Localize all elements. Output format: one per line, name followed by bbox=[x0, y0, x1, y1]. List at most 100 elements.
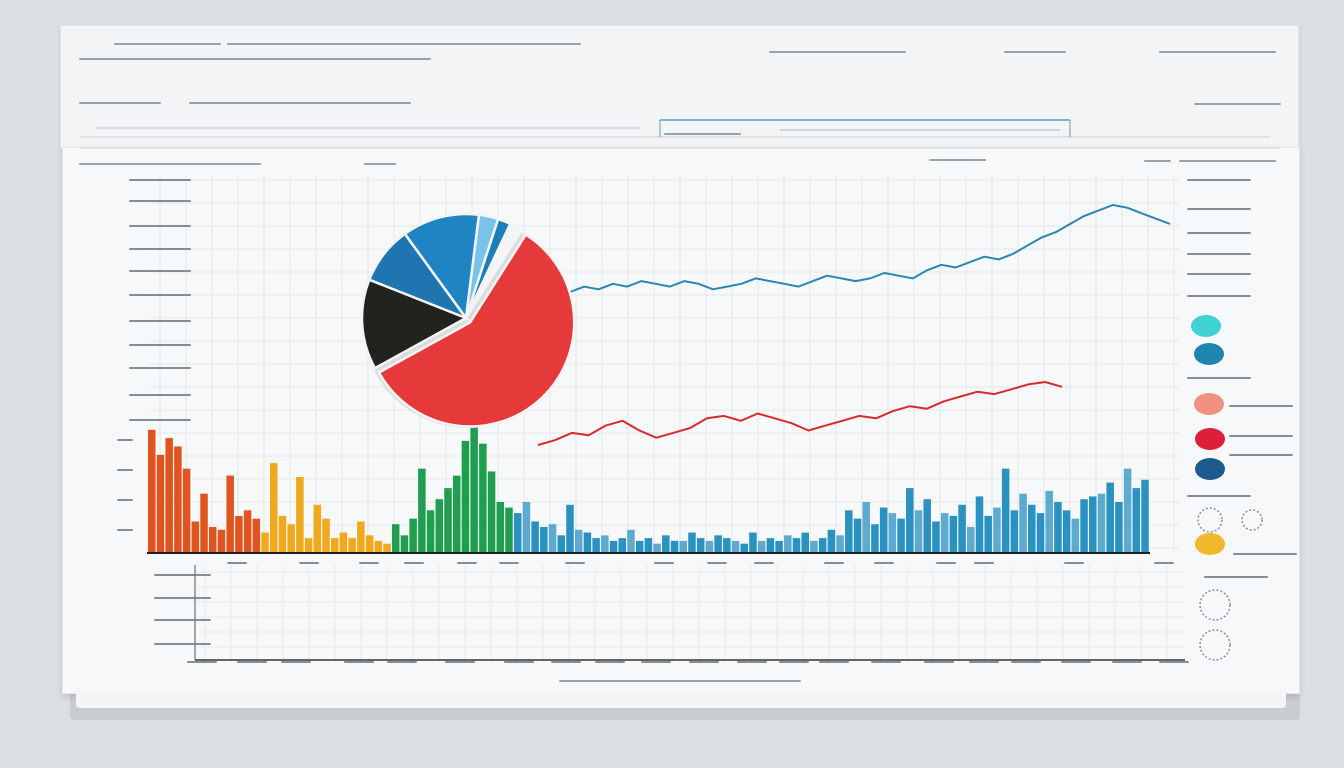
bar bbox=[400, 535, 409, 552]
bar bbox=[609, 540, 618, 552]
bar bbox=[505, 507, 513, 552]
bar bbox=[522, 502, 531, 552]
red-line-series bbox=[537, 381, 1063, 446]
legend-decoration bbox=[1199, 629, 1231, 661]
bar bbox=[540, 527, 548, 552]
bar bbox=[757, 540, 766, 552]
bar bbox=[1062, 510, 1071, 552]
bar bbox=[635, 540, 644, 552]
bar bbox=[409, 518, 417, 552]
bar bbox=[182, 468, 191, 552]
bar bbox=[906, 488, 914, 552]
bar bbox=[731, 540, 740, 552]
bar bbox=[740, 543, 748, 552]
bar bbox=[853, 518, 862, 552]
bar bbox=[304, 538, 313, 552]
bar bbox=[226, 475, 234, 552]
bar bbox=[984, 515, 992, 552]
legend-swatch bbox=[1195, 458, 1225, 480]
bar bbox=[862, 502, 870, 552]
bar bbox=[269, 463, 278, 552]
bar bbox=[548, 524, 557, 552]
bar bbox=[348, 538, 356, 552]
bar bbox=[531, 521, 539, 552]
bar bbox=[879, 507, 888, 552]
bar-series bbox=[148, 427, 1149, 552]
bar bbox=[940, 513, 949, 552]
bar bbox=[557, 535, 566, 552]
bar bbox=[470, 427, 478, 552]
bar bbox=[339, 532, 348, 552]
bar bbox=[1106, 482, 1114, 552]
bar bbox=[278, 515, 287, 552]
bar bbox=[1028, 504, 1036, 552]
bar bbox=[801, 532, 809, 552]
bottom-tick-marks bbox=[187, 562, 1189, 663]
bar bbox=[418, 468, 426, 552]
bar bbox=[670, 540, 679, 552]
legend-swatch bbox=[1194, 393, 1224, 415]
bar bbox=[513, 513, 522, 552]
bar bbox=[426, 510, 435, 552]
bar bbox=[993, 507, 1001, 552]
bar bbox=[775, 540, 783, 552]
bar bbox=[627, 529, 635, 552]
bar bbox=[287, 524, 295, 552]
bar bbox=[1115, 502, 1123, 552]
bar bbox=[1045, 490, 1053, 552]
bar bbox=[313, 504, 322, 552]
legend bbox=[1187, 179, 1297, 661]
bar bbox=[958, 504, 966, 552]
legend-decoration bbox=[1241, 509, 1263, 531]
bar bbox=[662, 535, 670, 552]
bar bbox=[1132, 488, 1141, 552]
bar bbox=[818, 538, 827, 552]
bar bbox=[1054, 502, 1062, 552]
bar bbox=[1123, 468, 1132, 552]
bar bbox=[461, 440, 470, 552]
sheet-roll-edge bbox=[76, 690, 1286, 709]
bar bbox=[688, 532, 696, 552]
bar bbox=[749, 532, 757, 552]
bar bbox=[156, 454, 165, 552]
bar bbox=[914, 510, 923, 552]
bar bbox=[601, 535, 609, 552]
bar bbox=[923, 499, 931, 552]
bar bbox=[174, 446, 182, 552]
bar bbox=[949, 515, 958, 552]
bar bbox=[165, 438, 173, 552]
legend-decoration bbox=[1197, 507, 1223, 533]
bar bbox=[810, 540, 818, 552]
bar bbox=[1097, 493, 1106, 552]
bar bbox=[1001, 468, 1010, 552]
bar bbox=[261, 532, 269, 552]
bar bbox=[932, 521, 940, 552]
bar bbox=[487, 471, 496, 552]
bar bbox=[827, 529, 836, 552]
bar bbox=[967, 527, 975, 552]
bar bbox=[792, 538, 801, 552]
bar bbox=[496, 502, 505, 552]
bar bbox=[208, 527, 217, 552]
bar bbox=[679, 540, 688, 552]
bar bbox=[1036, 513, 1045, 552]
bar bbox=[444, 488, 452, 552]
bar bbox=[871, 524, 879, 552]
bar bbox=[330, 538, 339, 552]
bar bbox=[566, 504, 574, 552]
pie-slice bbox=[377, 232, 576, 428]
legend-swatch bbox=[1191, 315, 1221, 337]
bar bbox=[479, 443, 487, 552]
legend-swatch bbox=[1195, 533, 1225, 555]
bar bbox=[705, 540, 714, 552]
bar bbox=[452, 475, 461, 552]
pie-slice bbox=[403, 212, 481, 322]
bar bbox=[322, 518, 330, 552]
bar bbox=[618, 538, 627, 552]
bar bbox=[696, 538, 705, 552]
bar bbox=[374, 540, 383, 552]
bar bbox=[296, 477, 304, 552]
bar bbox=[1019, 493, 1027, 552]
bar bbox=[191, 521, 200, 552]
